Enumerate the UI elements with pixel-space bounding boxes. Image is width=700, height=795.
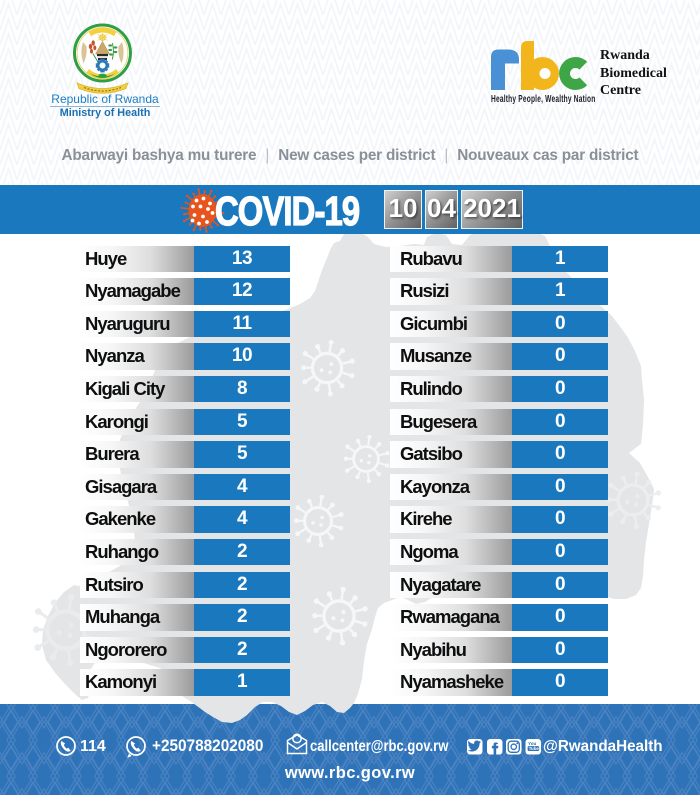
svg-text:Tube: Tube	[529, 746, 540, 751]
svg-text:You: You	[528, 741, 537, 746]
